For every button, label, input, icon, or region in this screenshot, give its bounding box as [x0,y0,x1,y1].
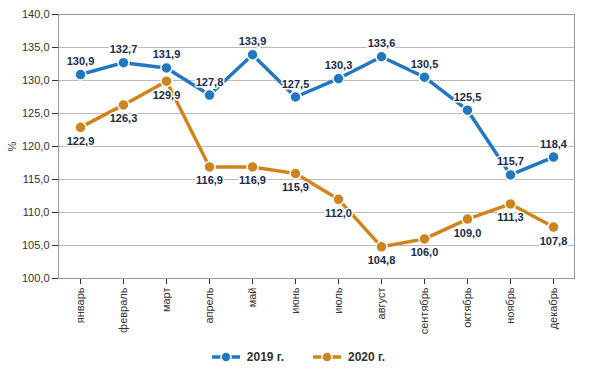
svg-text:109,0: 109,0 [454,227,482,239]
svg-text:133,9: 133,9 [239,35,267,47]
svg-text:115,7: 115,7 [497,155,524,167]
svg-text:112,0: 112,0 [325,207,352,219]
svg-text:август: август [375,288,387,320]
svg-text:140,0: 140,0 [22,8,50,20]
svg-text:133,6: 133,6 [368,37,396,49]
svg-text:116,9: 116,9 [196,174,223,186]
svg-text:130,0: 130,0 [22,74,50,86]
svg-text:127,8: 127,8 [196,76,224,88]
svg-text:129,9: 129,9 [153,89,181,101]
svg-text:105,0: 105,0 [22,239,50,251]
html-text:2019 г.: 2019 г. [246,350,284,364]
svg-text:февраль: февраль [117,287,129,333]
svg-text:115,9: 115,9 [282,181,309,193]
svg-text:126,3: 126,3 [110,112,138,124]
svg-text:декабрь: декабрь [547,287,559,329]
svg-text:118,4: 118,4 [540,138,568,150]
svg-text:июль: июль [332,287,344,314]
svg-text:104,8: 104,8 [368,254,396,266]
svg-text:октябрь: октябрь [461,287,473,327]
svg-text:110,0: 110,0 [23,206,50,218]
svg-text:апрель: апрель [203,287,215,323]
svg-text:%: % [6,141,18,151]
svg-text:130,9: 130,9 [67,55,95,67]
svg-text:122,9: 122,9 [67,135,95,147]
svg-text:111,3: 111,3 [497,211,523,223]
svg-text:131,9: 131,9 [153,48,181,60]
svg-text:107,8: 107,8 [540,235,568,247]
svg-text:ноябрь: ноябрь [504,287,516,324]
svg-text:120,0: 120,0 [22,140,50,152]
svg-text:125,0: 125,0 [22,107,50,119]
svg-text:115,0: 115,0 [23,173,50,185]
svg-text:106,0: 106,0 [411,246,439,258]
svg-text:январь: январь [74,287,86,323]
svg-text:май: май [246,288,258,308]
svg-text:132,7: 132,7 [110,43,138,55]
svg-text:127,5: 127,5 [282,78,310,90]
html-text:2020 г.: 2020 г. [348,350,386,364]
svg-text:март: март [160,288,172,313]
svg-text:130,5: 130,5 [411,58,439,70]
svg-text:июнь: июнь [289,287,301,313]
svg-text:100,0: 100,0 [22,272,50,284]
svg-text:125,5: 125,5 [454,91,482,103]
svg-text:130,3: 130,3 [325,59,353,71]
svg-text:135,0: 135,0 [22,41,50,53]
svg-text:116,9: 116,9 [239,174,266,186]
svg-text:сентябрь: сентябрь [418,287,430,334]
